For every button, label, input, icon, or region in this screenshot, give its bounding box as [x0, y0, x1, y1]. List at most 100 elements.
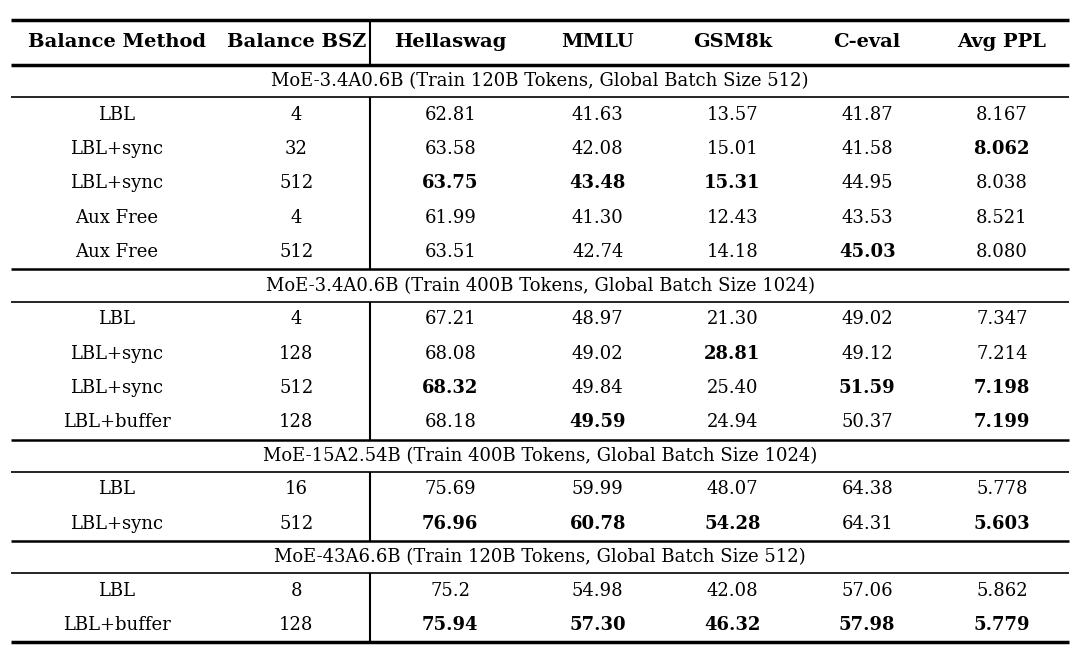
Text: 63.51: 63.51	[424, 243, 476, 261]
Text: MoE-43A6.6B (Train 120B Tokens, Global Batch Size 512): MoE-43A6.6B (Train 120B Tokens, Global B…	[274, 548, 806, 566]
Text: Avg PPL: Avg PPL	[957, 33, 1047, 52]
Text: 64.31: 64.31	[841, 514, 893, 533]
Text: 7.198: 7.198	[974, 379, 1030, 397]
Text: 28.81: 28.81	[704, 344, 760, 363]
Text: 7.199: 7.199	[974, 413, 1030, 432]
Text: 5.862: 5.862	[976, 581, 1028, 600]
Text: MMLU: MMLU	[562, 33, 634, 52]
Text: 44.95: 44.95	[841, 174, 893, 193]
Text: MoE-3.4A0.6B (Train 120B Tokens, Global Batch Size 512): MoE-3.4A0.6B (Train 120B Tokens, Global …	[271, 72, 809, 90]
Text: 57.06: 57.06	[841, 581, 893, 600]
Text: 128: 128	[279, 344, 313, 363]
Text: LBL: LBL	[98, 480, 135, 498]
Text: Hellaswag: Hellaswag	[394, 33, 507, 52]
Text: 41.87: 41.87	[841, 106, 893, 124]
Text: 46.32: 46.32	[704, 616, 760, 634]
Text: 68.32: 68.32	[422, 379, 478, 397]
Text: 59.99: 59.99	[571, 480, 623, 498]
Text: Balance Method: Balance Method	[28, 33, 205, 52]
Text: 15.01: 15.01	[706, 140, 758, 158]
Text: 49.02: 49.02	[841, 310, 893, 328]
Text: 75.69: 75.69	[424, 480, 476, 498]
Text: 63.58: 63.58	[424, 140, 476, 158]
Text: LBL+sync: LBL+sync	[70, 174, 163, 193]
Text: 8.038: 8.038	[976, 174, 1028, 193]
Text: 21.30: 21.30	[706, 310, 758, 328]
Text: GSM8k: GSM8k	[693, 33, 772, 52]
Text: 512: 512	[279, 379, 313, 397]
Text: 12.43: 12.43	[706, 209, 758, 227]
Text: 15.31: 15.31	[704, 174, 760, 193]
Text: Balance BSZ: Balance BSZ	[227, 33, 366, 52]
Text: 4: 4	[291, 106, 302, 124]
Text: 512: 512	[279, 174, 313, 193]
Text: 7.214: 7.214	[976, 344, 1027, 363]
Text: 41.63: 41.63	[571, 106, 623, 124]
Text: 51.59: 51.59	[839, 379, 895, 397]
Text: 24.94: 24.94	[706, 413, 758, 432]
Text: 49.59: 49.59	[569, 413, 626, 432]
Text: 5.603: 5.603	[973, 514, 1030, 533]
Text: 41.30: 41.30	[571, 209, 623, 227]
Text: 68.08: 68.08	[424, 344, 476, 363]
Text: 57.98: 57.98	[839, 616, 895, 634]
Text: Aux Free: Aux Free	[76, 209, 158, 227]
Text: 128: 128	[279, 413, 313, 432]
Text: LBL+buffer: LBL+buffer	[63, 413, 171, 432]
Text: 7.347: 7.347	[976, 310, 1027, 328]
Text: 60.78: 60.78	[569, 514, 626, 533]
Text: 8.167: 8.167	[976, 106, 1028, 124]
Text: LBL: LBL	[98, 310, 135, 328]
Text: LBL+sync: LBL+sync	[70, 140, 163, 158]
Text: 68.18: 68.18	[424, 413, 476, 432]
Text: LBL+sync: LBL+sync	[70, 344, 163, 363]
Text: 8.080: 8.080	[976, 243, 1028, 261]
Text: 57.30: 57.30	[569, 616, 626, 634]
Text: 45.03: 45.03	[839, 243, 895, 261]
Text: MoE-3.4A0.6B (Train 400B Tokens, Global Batch Size 1024): MoE-3.4A0.6B (Train 400B Tokens, Global …	[266, 277, 814, 295]
Text: LBL: LBL	[98, 581, 135, 600]
Text: 32: 32	[285, 140, 308, 158]
Text: LBL+sync: LBL+sync	[70, 379, 163, 397]
Text: 128: 128	[279, 616, 313, 634]
Text: 75.2: 75.2	[430, 581, 470, 600]
Text: 42.08: 42.08	[572, 140, 623, 158]
Text: 16: 16	[285, 480, 308, 498]
Text: MoE-15A2.54B (Train 400B Tokens, Global Batch Size 1024): MoE-15A2.54B (Train 400B Tokens, Global …	[262, 447, 818, 465]
Text: 54.28: 54.28	[704, 514, 760, 533]
Text: 4: 4	[291, 209, 302, 227]
Text: 512: 512	[279, 243, 313, 261]
Text: 75.94: 75.94	[422, 616, 478, 634]
Text: 63.75: 63.75	[422, 174, 478, 193]
Text: 512: 512	[279, 514, 313, 533]
Text: 48.97: 48.97	[572, 310, 623, 328]
Text: Aux Free: Aux Free	[76, 243, 158, 261]
Text: 8.521: 8.521	[976, 209, 1028, 227]
Text: 43.48: 43.48	[569, 174, 626, 193]
Text: 76.96: 76.96	[422, 514, 478, 533]
Text: 14.18: 14.18	[706, 243, 758, 261]
Text: LBL+buffer: LBL+buffer	[63, 616, 171, 634]
Text: 5.778: 5.778	[976, 480, 1027, 498]
Text: 67.21: 67.21	[424, 310, 476, 328]
Text: LBL: LBL	[98, 106, 135, 124]
Text: 64.38: 64.38	[841, 480, 893, 498]
Text: 42.74: 42.74	[572, 243, 623, 261]
Text: C-eval: C-eval	[834, 33, 901, 52]
Text: LBL+sync: LBL+sync	[70, 514, 163, 533]
Text: 4: 4	[291, 310, 302, 328]
Text: 41.58: 41.58	[841, 140, 893, 158]
Text: 43.53: 43.53	[841, 209, 893, 227]
Text: 50.37: 50.37	[841, 413, 893, 432]
Text: 62.81: 62.81	[424, 106, 476, 124]
Text: 13.57: 13.57	[706, 106, 758, 124]
Text: 49.12: 49.12	[841, 344, 893, 363]
Text: 49.02: 49.02	[572, 344, 623, 363]
Text: 5.779: 5.779	[973, 616, 1030, 634]
Text: 25.40: 25.40	[706, 379, 758, 397]
Text: 42.08: 42.08	[706, 581, 758, 600]
Text: 54.98: 54.98	[572, 581, 623, 600]
Text: 48.07: 48.07	[706, 480, 758, 498]
Text: 49.84: 49.84	[572, 379, 623, 397]
Text: 8.062: 8.062	[973, 140, 1030, 158]
